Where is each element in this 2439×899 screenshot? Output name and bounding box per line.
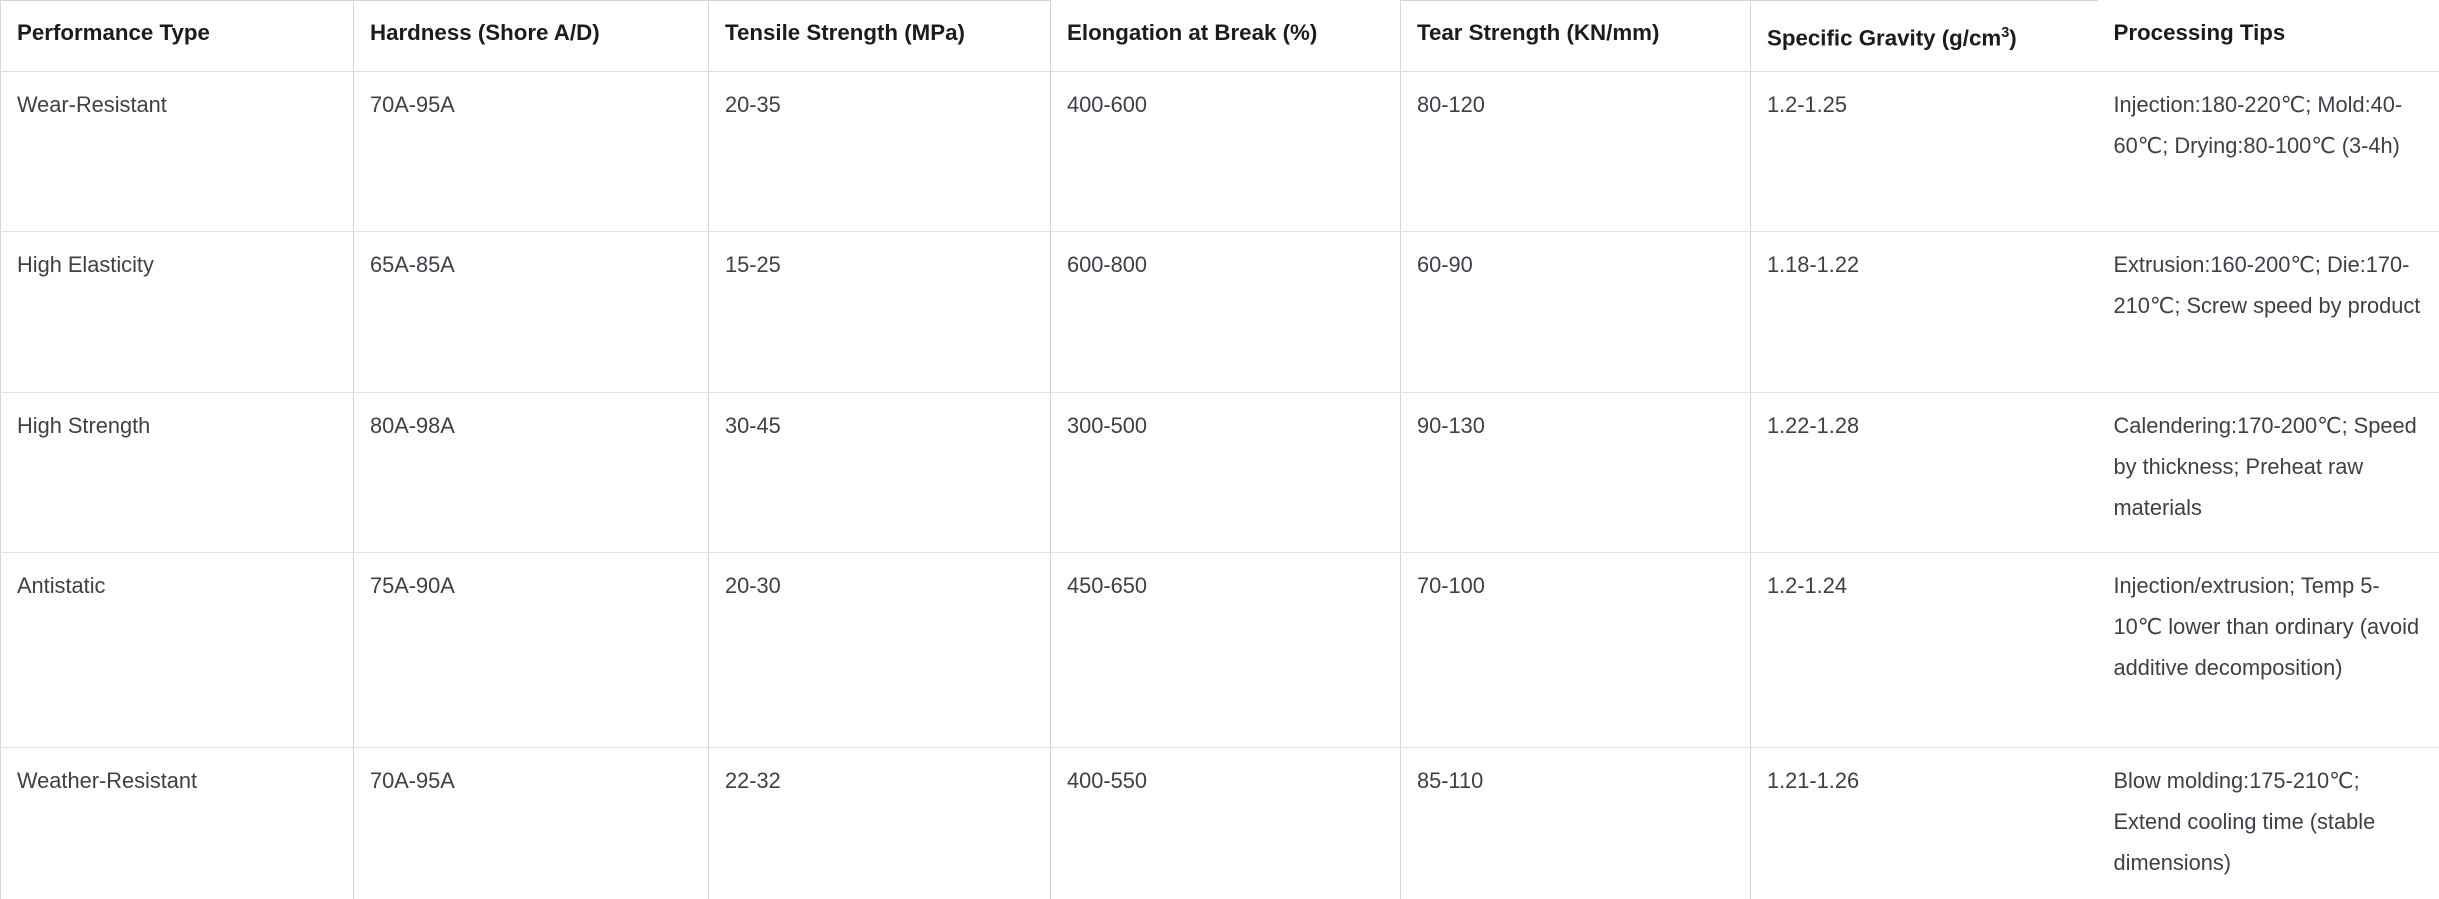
cell-processing-tips: Blow molding:175-210℃; Extend cooling ti… — [2113, 768, 2376, 875]
cell-tensile-strength: 20-35 — [708, 71, 1051, 233]
cell-tear-strength: 60-90 — [1400, 231, 1751, 394]
cell-performance-type: High Elasticity — [0, 231, 354, 394]
cell-processing-tips: Extrusion:160-200℃; Die:170-210℃; Screw … — [2097, 231, 2439, 394]
col-header-performance-type: Performance Type — [0, 0, 354, 73]
cell-hardness: 80A-98A — [353, 392, 709, 554]
cell-processing-tips: Calendering:170-200℃; Speed by thickness… — [2097, 392, 2439, 554]
cell-specific-gravity: 1.21-1.26 — [1750, 747, 2098, 899]
cell-elongation: 400-600 — [1050, 71, 1401, 233]
cell-performance-type: Wear-Resistant — [0, 71, 354, 233]
cell-hardness: 70A-95A — [353, 71, 709, 233]
cell-elongation: 600-800 — [1050, 231, 1401, 394]
col-header-tensile-strength: Tensile Strength (MPa) — [708, 0, 1051, 73]
col-header-processing-tips: Processing Tips — [2097, 0, 2439, 73]
cell-tensile-strength: 15-25 — [708, 231, 1051, 394]
cell-tear-strength: 85-110 — [1400, 747, 1751, 899]
row-antistatic: Antistatic 75A-90A 20-30 450-650 70-100 … — [0, 552, 2439, 749]
cell-tear-strength: 80-120 — [1400, 71, 1751, 233]
cell-hardness: 75A-90A — [353, 552, 709, 749]
cell-elongation: 400-550 — [1050, 747, 1401, 899]
row-weather-resistant: Weather-Resistant 70A-95A 22-32 400-550 … — [1, 747, 2439, 899]
cell-hardness: 70A-95A — [353, 747, 709, 899]
cell-specific-gravity: 1.22-1.28 — [1750, 392, 2098, 554]
cell-tensile-strength: 30-45 — [708, 392, 1051, 554]
col-header-hardness: Hardness (Shore A/D) — [353, 0, 709, 73]
col-header-specific-gravity: Specific Gravity (g/cm3) — [1750, 0, 2098, 73]
cell-processing-tips: Injection/extrusion; Temp 5-10℃ lower th… — [2097, 552, 2439, 749]
superscript-3: 3 — [2001, 25, 2010, 41]
cell-specific-gravity: 1.2-1.24 — [1750, 552, 2098, 749]
cell-elongation: 300-500 — [1050, 392, 1401, 554]
cell-tear-strength: 90-130 — [1400, 392, 1751, 554]
header-row: Performance Type Hardness (Shore A/D) Te… — [0, 0, 2439, 73]
cell-performance-type: Antistatic — [0, 552, 354, 749]
cell-performance-type: High Strength — [0, 392, 354, 554]
row-wear-resistant: Wear-Resistant 70A-95A 20-35 400-600 80-… — [0, 71, 2439, 233]
col-header-elongation: Elongation at Break (%) — [1050, 0, 1401, 73]
cell-specific-gravity: 1.2-1.25 — [1750, 71, 2098, 233]
cell-tensile-strength: 20-30 — [708, 552, 1051, 749]
cell-processing-tips: Injection:180-220℃; Mold:40-60℃; Drying:… — [2097, 71, 2439, 233]
cell-elongation: 450-650 — [1050, 552, 1401, 749]
cell-tensile-strength: 22-32 — [708, 747, 1051, 899]
row-high-strength: High Strength 80A-98A 30-45 300-500 90-1… — [0, 392, 2439, 554]
cell-tear-strength: 70-100 — [1400, 552, 1751, 749]
col-header-tear-strength: Tear Strength (KN/mm) — [1400, 0, 1751, 73]
cell-hardness: 65A-85A — [353, 231, 709, 394]
row-high-elasticity: High Elasticity 65A-85A 15-25 600-800 60… — [0, 231, 2439, 394]
cell-performance-type: Weather-Resistant — [17, 768, 198, 794]
cell-specific-gravity: 1.18-1.22 — [1750, 231, 2098, 394]
